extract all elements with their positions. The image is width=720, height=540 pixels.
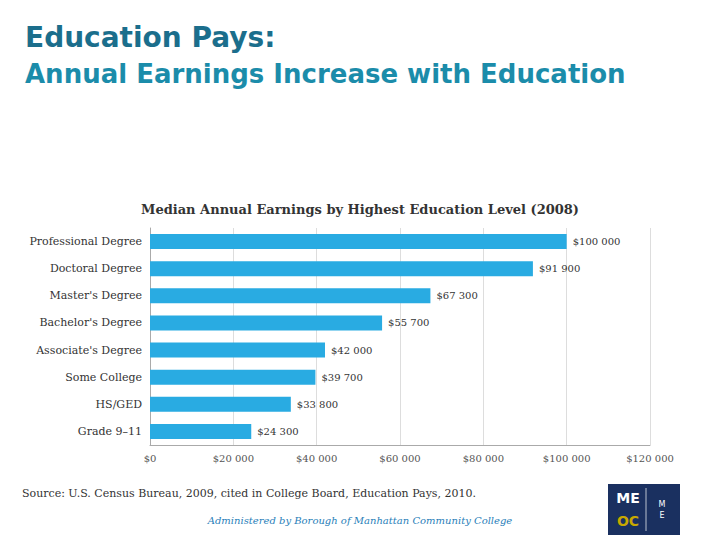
svg-text:$20 000: $20 000 (213, 453, 254, 464)
svg-text:$67 300: $67 300 (436, 290, 477, 301)
svg-text:$0: $0 (144, 453, 157, 464)
svg-text:ME: ME (616, 490, 640, 506)
svg-text:Professional Degree: Professional Degree (29, 235, 142, 248)
svg-text:Annual Earnings Increase with: Annual Earnings Increase with Education (25, 59, 626, 89)
svg-text:$55 700: $55 700 (388, 317, 429, 328)
svg-text:$39 700: $39 700 (321, 372, 362, 383)
svg-text:Administered by Borough of Man: Administered by Borough of Manhattan Com… (207, 515, 513, 526)
svg-text:E: E (659, 511, 664, 520)
svg-text:Grade 9–11: Grade 9–11 (78, 425, 142, 438)
svg-text:Source: U.S. Census Bureau, 20: Source: U.S. Census Bureau, 2009, cited … (22, 487, 476, 500)
svg-text:$100 000: $100 000 (543, 453, 591, 464)
svg-text:$42 000: $42 000 (331, 345, 372, 356)
svg-text:Education Pays:: Education Pays: (25, 21, 275, 54)
svg-text:$24 300: $24 300 (257, 426, 298, 437)
svg-text:Associate's Degree: Associate's Degree (35, 344, 142, 357)
svg-text:Bachelor's Degree: Bachelor's Degree (39, 316, 142, 329)
svg-text:$120 000: $120 000 (626, 453, 674, 464)
svg-text:Doctoral Degree: Doctoral Degree (50, 262, 142, 275)
svg-text:$33 800: $33 800 (297, 399, 338, 410)
svg-text:HS/GED: HS/GED (96, 398, 143, 411)
svg-text:$100 000: $100 000 (573, 236, 621, 247)
svg-text:Median Annual Earnings by High: Median Annual Earnings by Highest Educat… (141, 202, 579, 217)
svg-text:$40 000: $40 000 (296, 453, 337, 464)
svg-text:M: M (659, 500, 666, 509)
svg-text:Master's Degree: Master's Degree (50, 289, 142, 302)
svg-text:$60 000: $60 000 (379, 453, 420, 464)
svg-text:$80 000: $80 000 (463, 453, 504, 464)
svg-text:OC: OC (617, 513, 639, 529)
svg-text:$91 900: $91 900 (539, 263, 580, 274)
svg-text:Some College: Some College (65, 371, 142, 384)
